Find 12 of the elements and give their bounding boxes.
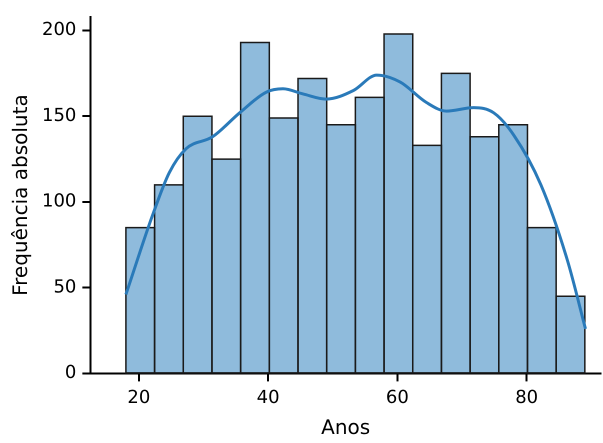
- y-tick-label: 100: [42, 190, 76, 212]
- y-tick-label: 150: [42, 104, 76, 126]
- x-tick-label: 60: [386, 386, 409, 408]
- y-tick-label: 50: [53, 276, 76, 298]
- y-axis-title: Frequência absoluta: [8, 94, 32, 296]
- x-axis-title: Anos: [321, 415, 370, 440]
- line-series: [124, 74, 587, 330]
- y-tick-label: 0: [64, 362, 76, 384]
- x-tick-label: 80: [515, 386, 538, 408]
- x-tick-label: 20: [127, 386, 150, 408]
- y-tick-label: 200: [42, 19, 76, 40]
- x-tick-label: 40: [256, 386, 280, 408]
